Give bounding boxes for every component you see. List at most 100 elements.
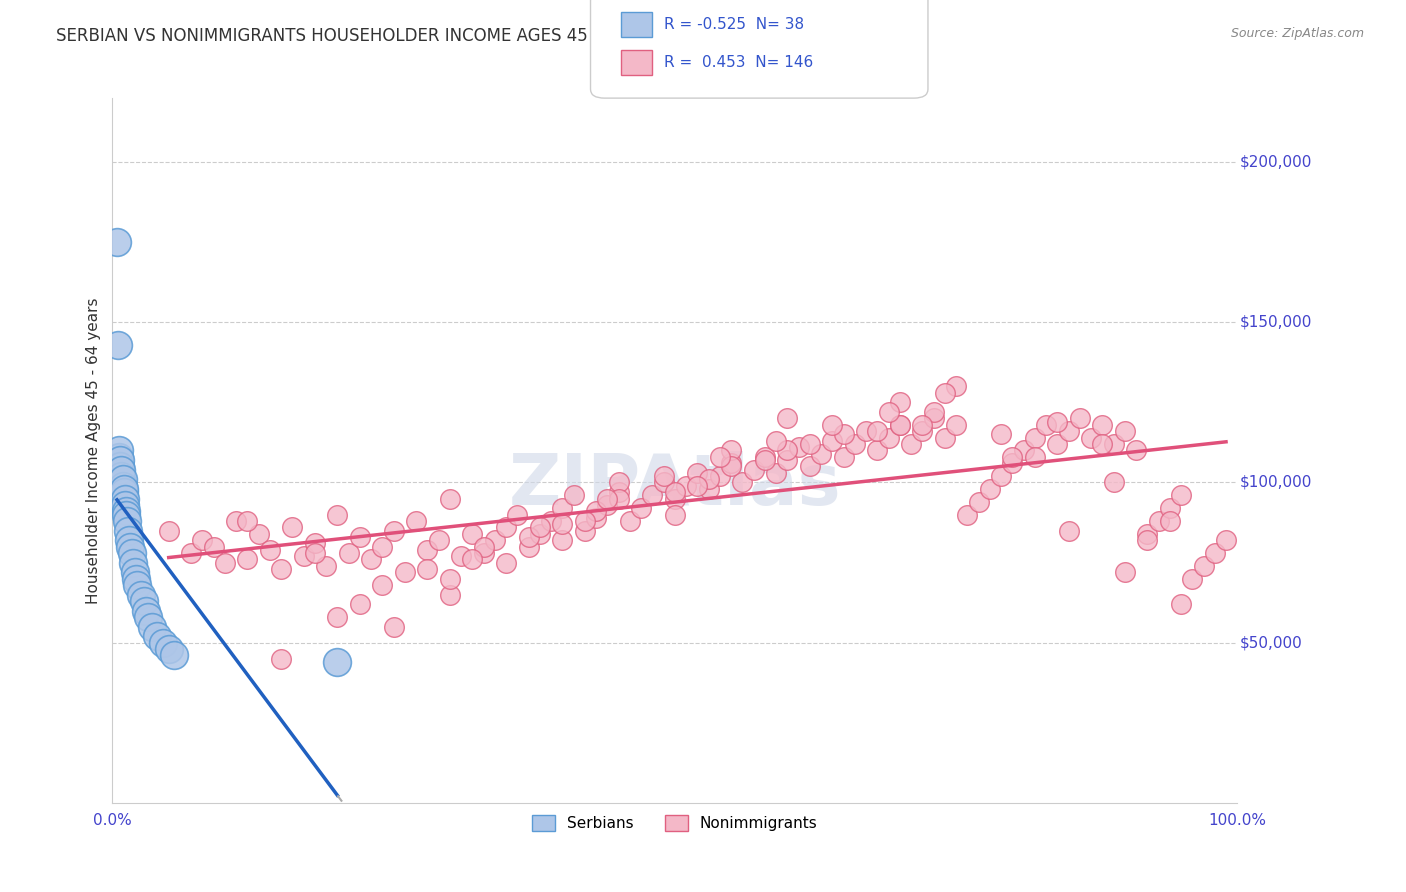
Point (776, 443, 799, 458)
Point (439, 572, 461, 586)
Point (529, 526, 551, 541)
Point (214, 556, 236, 570)
Point (1136, 533, 1159, 548)
Point (1091, 417, 1114, 432)
Point (129, 588, 152, 602)
Point (596, 491, 619, 506)
Point (911, 417, 934, 432)
Point (945, 417, 967, 432)
Point (349, 530, 371, 544)
Point (551, 517, 574, 532)
Point (115, 508, 138, 522)
Point (281, 520, 304, 534)
Point (832, 450, 855, 464)
Point (1215, 533, 1237, 548)
Point (439, 588, 461, 602)
Point (114, 498, 136, 512)
Point (889, 395, 911, 409)
Point (117, 524, 139, 538)
Point (110, 466, 132, 480)
Point (371, 540, 394, 554)
Point (731, 475, 754, 490)
Point (152, 635, 174, 649)
Point (138, 610, 160, 624)
Point (956, 508, 979, 522)
Point (877, 431, 900, 445)
Point (371, 578, 394, 592)
Point (259, 542, 281, 557)
Point (517, 530, 540, 544)
Point (450, 549, 472, 564)
Point (461, 526, 484, 541)
Point (574, 514, 596, 528)
Text: $150,000: $150,000 (1240, 315, 1312, 330)
Point (439, 491, 461, 506)
Point (799, 437, 821, 451)
Point (427, 533, 450, 548)
Point (844, 437, 866, 451)
Point (697, 482, 720, 496)
Point (720, 456, 742, 470)
Point (110, 469, 132, 483)
Point (382, 619, 405, 633)
Point (157, 524, 180, 538)
Point (1181, 572, 1204, 586)
Point (1114, 424, 1136, 438)
Text: R = -0.525  N= 38: R = -0.525 N= 38 (664, 17, 804, 31)
Point (115, 504, 138, 518)
Point (1147, 514, 1170, 528)
Point (979, 482, 1001, 496)
Point (967, 494, 990, 508)
Point (1012, 443, 1035, 458)
Point (326, 610, 349, 624)
Point (1046, 437, 1069, 451)
Text: $50,000: $50,000 (1240, 635, 1302, 650)
Point (495, 520, 517, 534)
Point (945, 379, 967, 393)
Point (108, 459, 131, 474)
Point (1057, 424, 1080, 438)
Point (416, 542, 439, 557)
Point (163, 648, 186, 663)
Point (105, 235, 128, 250)
Point (1192, 558, 1215, 573)
Point (607, 475, 630, 490)
Point (111, 472, 134, 486)
Point (664, 508, 686, 522)
Point (776, 411, 799, 425)
Point (112, 482, 135, 496)
Point (135, 604, 157, 618)
Point (157, 642, 180, 657)
Point (900, 437, 922, 451)
Point (1159, 514, 1181, 528)
Point (889, 417, 911, 432)
Point (121, 556, 143, 570)
Point (551, 501, 574, 516)
Point (866, 424, 889, 438)
Point (1001, 450, 1024, 464)
Point (574, 524, 596, 538)
Point (1102, 437, 1125, 451)
Point (607, 491, 630, 506)
Point (1080, 431, 1102, 445)
Text: SERBIAN VS NONIMMIGRANTS HOUSEHOLDER INCOME AGES 45 - 64 YEARS CORRELATION CHART: SERBIAN VS NONIMMIGRANTS HOUSEHOLDER INC… (56, 27, 870, 45)
Point (720, 459, 742, 474)
Point (115, 514, 138, 528)
Point (596, 498, 619, 512)
Point (709, 450, 731, 464)
Point (110, 463, 132, 477)
Point (1024, 450, 1046, 464)
Point (247, 526, 270, 541)
Point (416, 562, 439, 576)
Point (382, 524, 405, 538)
Point (236, 552, 259, 566)
Point (127, 578, 149, 592)
Point (765, 434, 787, 448)
Point (922, 411, 945, 425)
Point (107, 338, 129, 352)
Point (349, 597, 371, 611)
Point (686, 466, 709, 480)
Point (652, 469, 675, 483)
Point (1170, 597, 1192, 611)
Point (765, 466, 787, 480)
